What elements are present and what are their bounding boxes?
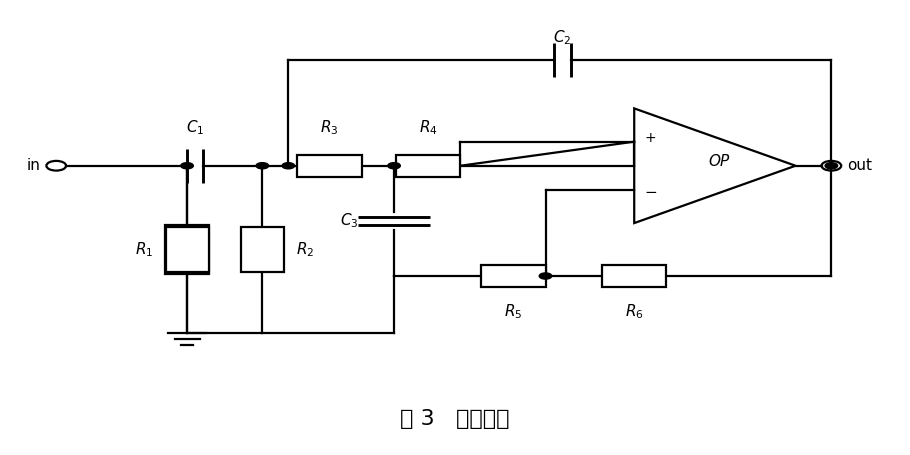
- Text: $R_1$: $R_1$: [135, 240, 153, 259]
- Circle shape: [256, 162, 268, 169]
- Bar: [481, 265, 545, 287]
- Circle shape: [181, 162, 193, 169]
- Text: $R_3$: $R_3$: [320, 118, 339, 137]
- Bar: [396, 155, 460, 177]
- Bar: [165, 225, 209, 274]
- Text: $C_1$: $C_1$: [186, 118, 205, 137]
- Text: OP: OP: [709, 154, 730, 169]
- Text: −: −: [644, 185, 657, 200]
- Circle shape: [388, 162, 400, 169]
- Bar: [602, 265, 666, 287]
- Bar: [166, 228, 208, 272]
- Bar: [298, 155, 362, 177]
- Text: $R_6$: $R_6$: [625, 303, 643, 321]
- Text: $R_2$: $R_2$: [297, 240, 315, 259]
- Text: in: in: [26, 158, 40, 173]
- Text: out: out: [847, 158, 873, 173]
- Circle shape: [540, 273, 551, 279]
- Circle shape: [282, 162, 295, 169]
- Text: $C_2$: $C_2$: [553, 28, 571, 47]
- Text: $C_3$: $C_3$: [339, 212, 359, 230]
- Text: $R_4$: $R_4$: [419, 118, 438, 137]
- Text: +: +: [644, 131, 656, 145]
- Text: 图 3   滤波电路: 图 3 滤波电路: [400, 410, 510, 430]
- Circle shape: [825, 162, 837, 169]
- Text: $R_5$: $R_5$: [504, 303, 522, 321]
- Bar: [241, 228, 284, 272]
